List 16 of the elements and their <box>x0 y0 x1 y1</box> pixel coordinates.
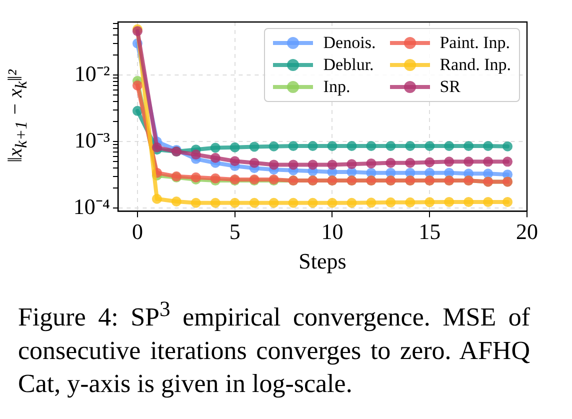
y-tick-label: 10⁻³ <box>74 127 110 152</box>
x-tick-label: 0 <box>132 219 143 244</box>
x-tick-label: 15 <box>418 219 441 244</box>
legend-label: Inp. <box>323 77 350 97</box>
legend-label: Denois. <box>323 33 376 53</box>
x-tick-label: 20 <box>516 219 538 244</box>
legend-label: SR <box>440 77 460 97</box>
y-tick-label: 10⁻⁴ <box>73 194 110 219</box>
caption: Figure 4: SP$^{3}$ empirical convergence. MSE of consecutive iterations converges to zero. AFHQ Cat, y-axis is given in log-scale. <box>18 296 530 400</box>
x-axis-title: Steps <box>298 248 346 274</box>
y-tick-label: 10⁻² <box>74 60 110 86</box>
x-tick-label: 5 <box>229 219 240 244</box>
x-tick-label: 10 <box>321 219 344 244</box>
legend-label: Deblur. <box>323 55 374 75</box>
legend-label: Rand. Inp. <box>440 55 511 75</box>
legend-label: Paint. Inp. <box>440 33 510 53</box>
